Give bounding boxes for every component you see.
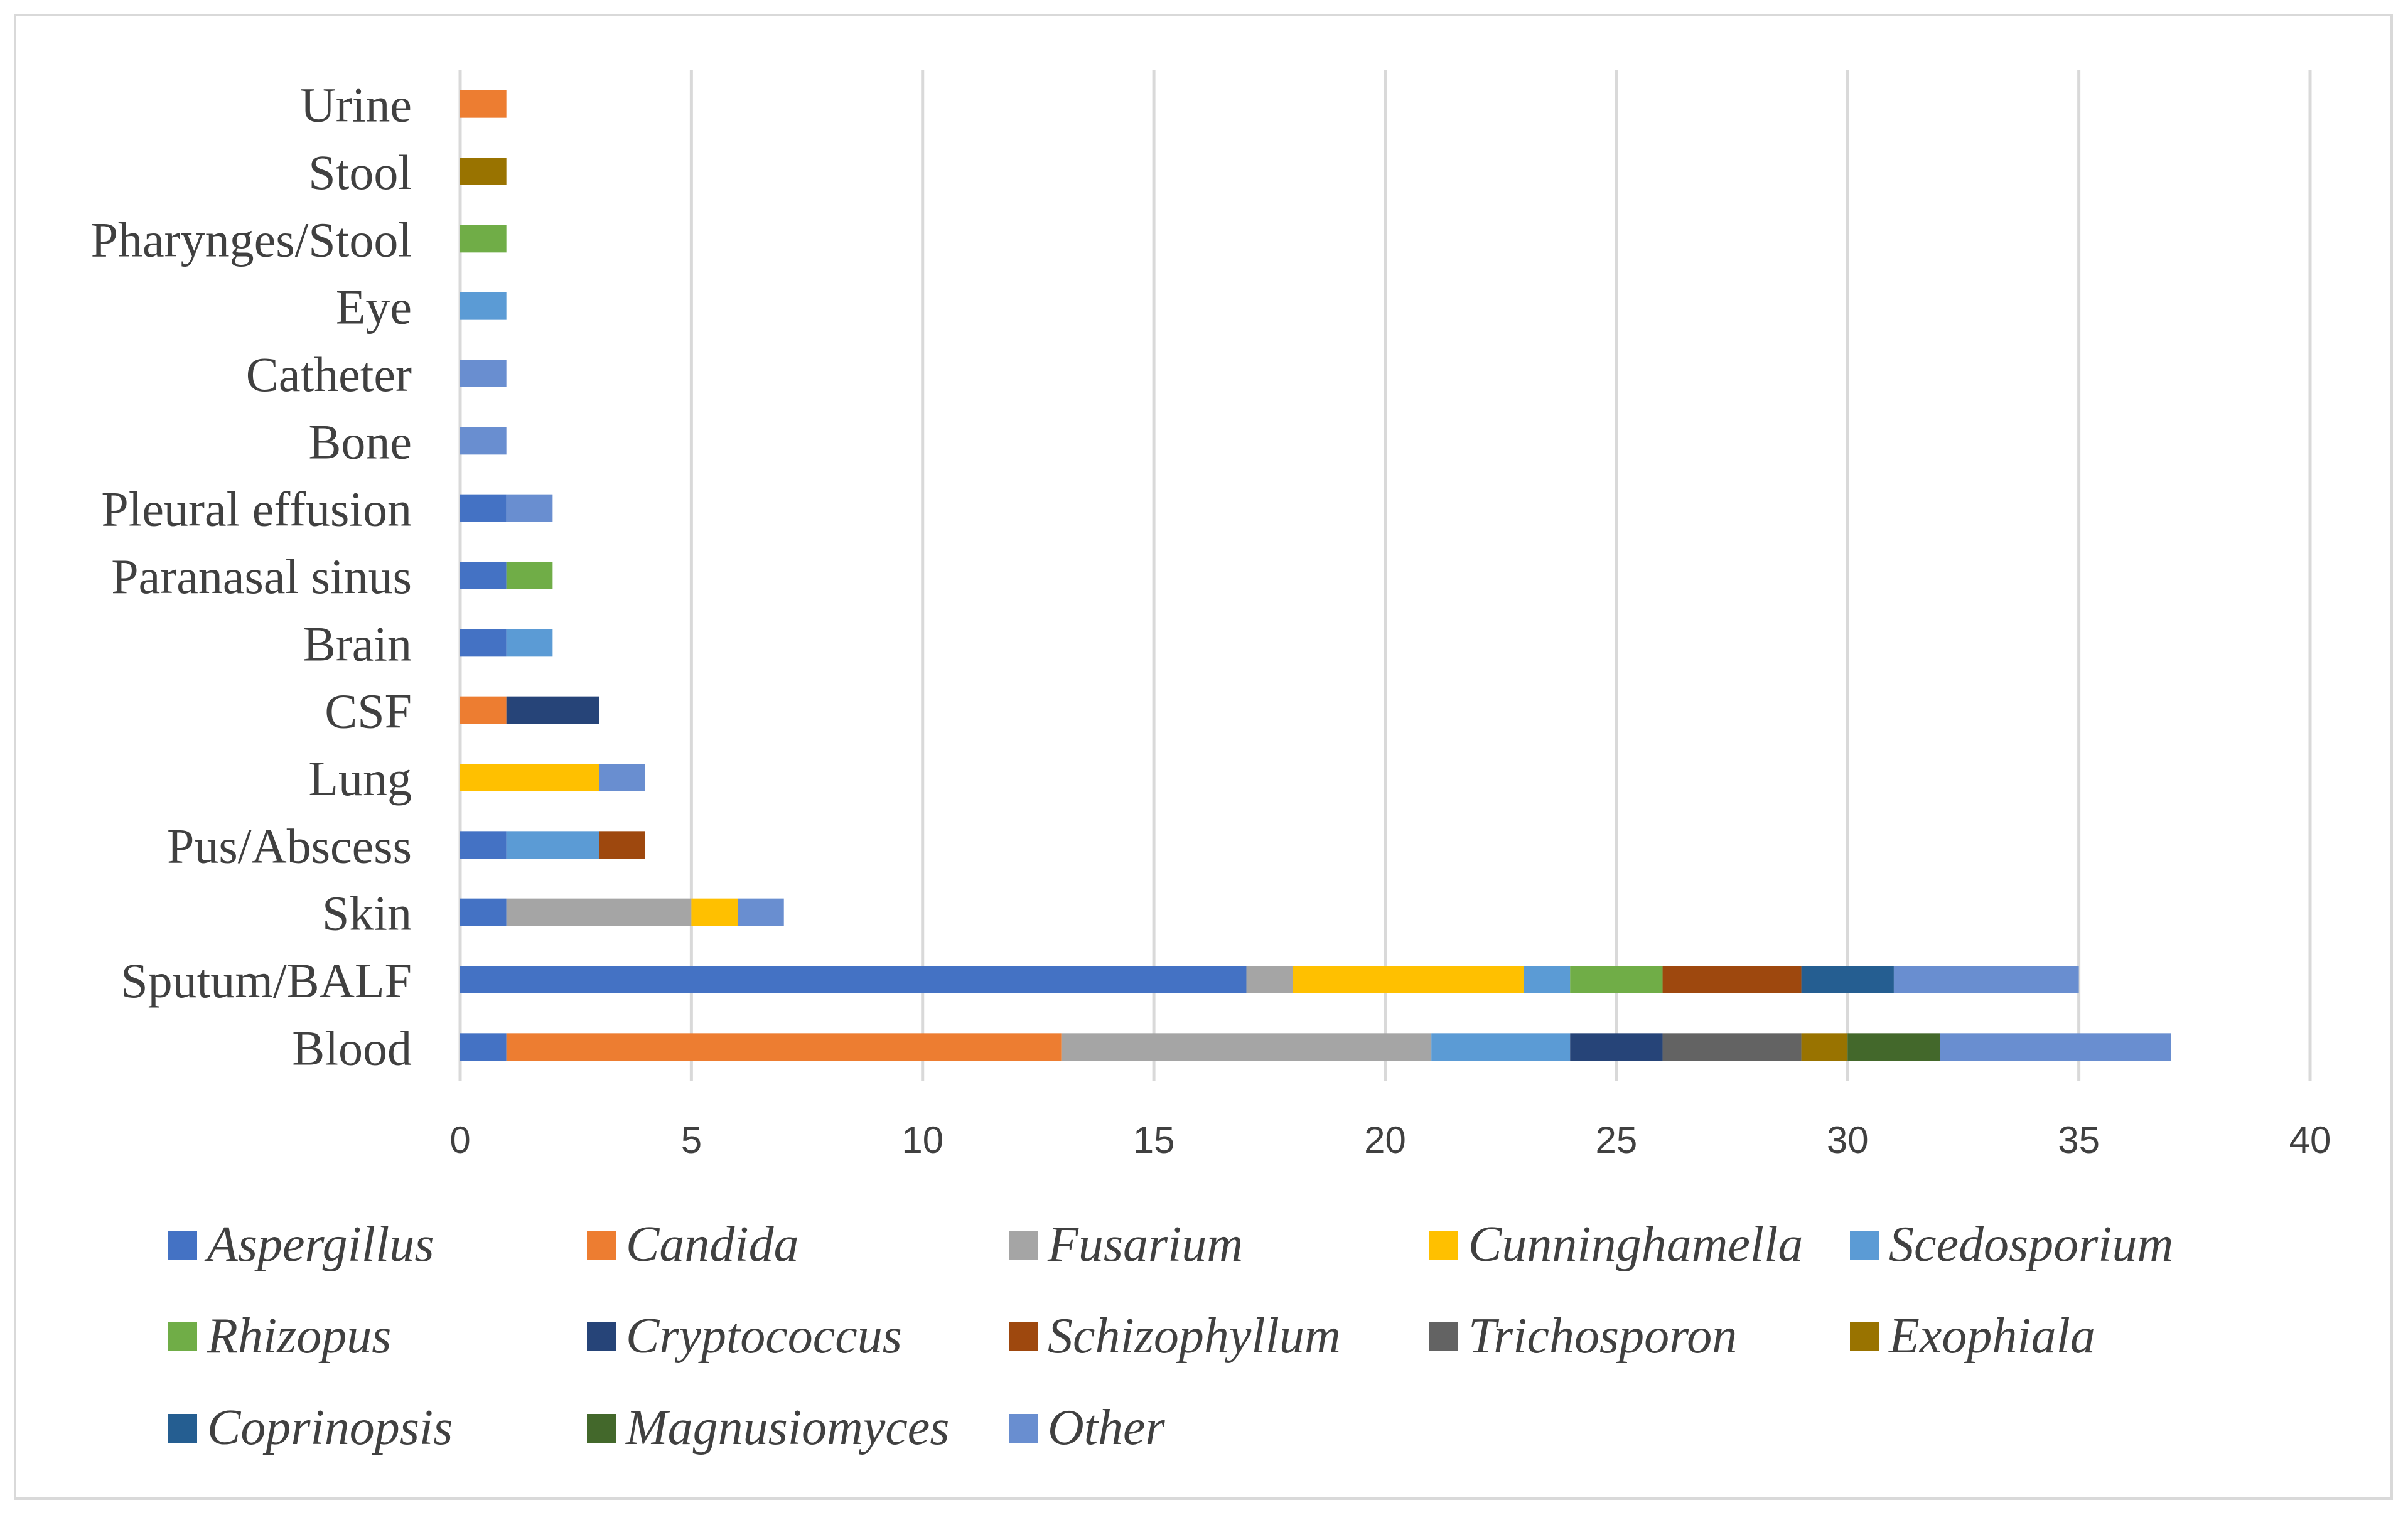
category-label-stool: Stool	[308, 145, 412, 200]
bar-pus-abscess-aspergillus	[460, 831, 507, 859]
category-label-catheter: Catheter	[246, 347, 412, 402]
legend-label-other: Other	[1048, 1400, 1166, 1455]
category-label-lung: Lung	[308, 751, 412, 806]
bar-skin-fusarium	[506, 898, 692, 926]
legend-swatch-aspergillus	[168, 1231, 197, 1260]
bar-skin-cunninghamella	[691, 898, 738, 926]
bar-bone-other	[460, 427, 507, 455]
category-label-pleural-effusion: Pleural effusion	[101, 482, 412, 537]
bar-paranasal-sinus-aspergillus	[460, 562, 507, 589]
bar-blood-fusarium	[1061, 1033, 1432, 1061]
bar-sputum-balf-other	[1893, 966, 2079, 993]
bar-pharynges-stool-rhizopus	[460, 225, 507, 253]
bar-skin-aspergillus	[460, 898, 507, 926]
category-label-sputum-balf: Sputum/BALF	[121, 953, 412, 1008]
bar-blood-candida	[506, 1033, 1062, 1061]
bar-paranasal-sinus-rhizopus	[506, 562, 553, 589]
legend-swatch-magnusiomyces	[587, 1414, 616, 1443]
bar-skin-other	[738, 898, 784, 926]
bars	[460, 90, 2171, 1061]
category-label-urine: Urine	[300, 78, 412, 132]
category-label-blood: Blood	[292, 1020, 412, 1075]
category-label-pharynges-stool: Pharynges/Stool	[91, 212, 412, 267]
bar-stool-exophiala	[460, 158, 507, 185]
chart-frame	[14, 14, 2393, 1500]
bar-lung-other	[599, 764, 645, 791]
bar-csf-candida	[460, 696, 507, 724]
legend-swatch-cryptococcus	[587, 1322, 616, 1351]
bar-catheter-other	[460, 360, 507, 387]
bar-blood-trichosporon	[1662, 1033, 1802, 1061]
bar-blood-exophiala	[1801, 1033, 1848, 1061]
bar-blood-scedosporium	[1431, 1033, 1571, 1061]
bar-eye-scedosporium	[460, 292, 507, 320]
x-tick-label-20: 20	[1364, 1119, 1406, 1161]
legend-swatch-candida	[587, 1231, 616, 1260]
bar-sputum-balf-aspergillus	[460, 966, 1247, 993]
legend-label-exophiala: Exophiala	[1888, 1309, 2095, 1364]
legend-label-candida: Candida	[626, 1217, 799, 1272]
bar-pleural-effusion-other	[506, 494, 553, 522]
x-tick-label-15: 15	[1133, 1119, 1175, 1161]
legend: Aspergillus Candida Fusarium Cunninghamella…	[168, 1217, 2173, 1455]
category-label-skin: Skin	[322, 886, 412, 941]
bar-brain-aspergillus	[460, 629, 507, 657]
legend-label-coprinopsis: Coprinopsis	[207, 1400, 453, 1455]
legend-label-fusarium: Fusarium	[1047, 1217, 1243, 1272]
legend-swatch-cunninghamella	[1429, 1231, 1458, 1260]
legend-swatch-fusarium	[1009, 1231, 1038, 1260]
bar-sputum-balf-schizophyllum	[1662, 966, 1802, 993]
legend-label-schizophyllum: Schizophyllum	[1048, 1309, 1341, 1364]
category-label-csf: CSF	[325, 684, 412, 739]
legend-label-magnusiomyces: Magnusiomyces	[625, 1400, 949, 1455]
bar-sputum-balf-rhizopus	[1570, 966, 1663, 993]
legend-swatch-trichosporon	[1429, 1322, 1458, 1351]
category-label-brain: Brain	[303, 616, 412, 671]
bar-csf-cryptococcus	[506, 696, 599, 724]
legend-label-cryptococcus: Cryptococcus	[626, 1309, 902, 1364]
bar-sputum-balf-cunninghamella	[1293, 966, 1524, 993]
bar-sputum-balf-fusarium	[1246, 966, 1293, 993]
legend-swatch-scedosporium	[1850, 1231, 1879, 1260]
bar-pleural-effusion-aspergillus	[460, 494, 507, 522]
gridlines	[458, 70, 2312, 1081]
bar-pus-abscess-scedosporium	[506, 831, 599, 859]
legend-label-trichosporon: Trichosporon	[1468, 1309, 1737, 1364]
legend-label-aspergillus: Aspergillus	[204, 1217, 434, 1272]
legend-swatch-coprinopsis	[168, 1414, 197, 1443]
category-label-eye: Eye	[336, 280, 412, 335]
legend-label-scedosporium: Scedosporium	[1889, 1217, 2173, 1272]
bar-brain-scedosporium	[506, 629, 553, 657]
x-tick-label-35: 35	[2058, 1119, 2100, 1161]
legend-swatch-schizophyllum	[1009, 1322, 1038, 1351]
bar-blood-magnusiomyces	[1847, 1033, 1940, 1061]
category-label-bone: Bone	[308, 414, 412, 469]
x-tick-label-40: 40	[2289, 1119, 2331, 1161]
bar-pus-abscess-schizophyllum	[599, 831, 645, 859]
bar-sputum-balf-coprinopsis	[1801, 966, 1894, 993]
bar-blood-cryptococcus	[1570, 1033, 1663, 1061]
bar-urine-candida	[460, 90, 507, 118]
bar-blood-other	[1940, 1033, 2171, 1061]
legend-swatch-exophiala	[1850, 1322, 1879, 1351]
category-label-pus-abscess: Pus/Abscess	[167, 818, 412, 873]
x-tick-label-0: 0	[449, 1119, 470, 1161]
legend-swatch-rhizopus	[168, 1322, 197, 1351]
x-tick-labels: 0 5 10 15 20 25 30 35 40	[449, 1119, 2331, 1161]
category-label-paranasal-sinus: Paranasal sinus	[111, 549, 412, 604]
legend-label-rhizopus: Rhizopus	[207, 1309, 391, 1364]
x-tick-label-10: 10	[901, 1119, 943, 1161]
category-labels: Blood Sputum/BALF Skin Pus/Abscess Lung CSF Br…	[91, 78, 412, 1076]
legend-label-cunninghamella: Cunninghamella	[1468, 1217, 1803, 1272]
bar-sputum-balf-scedosporium	[1524, 966, 1571, 993]
legend-swatch-other	[1009, 1414, 1038, 1443]
x-tick-label-25: 25	[1596, 1119, 1638, 1161]
bar-lung-cunninghamella	[460, 764, 599, 791]
x-tick-label-5: 5	[681, 1119, 702, 1161]
bar-blood-aspergillus	[460, 1033, 507, 1061]
x-tick-label-30: 30	[1827, 1119, 1869, 1161]
